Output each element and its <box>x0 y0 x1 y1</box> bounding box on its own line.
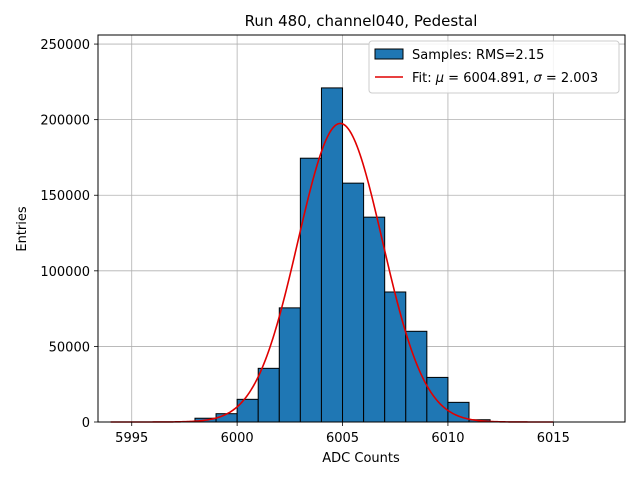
histogram-bar <box>257 367 280 423</box>
histogram-bar <box>299 157 322 423</box>
histogram-bar <box>342 182 365 423</box>
x-tick-label: 6015 <box>537 431 570 446</box>
y-tick-label: 250000 <box>40 38 90 53</box>
y-tick-label: 150000 <box>40 189 90 204</box>
x-axis-label: ADC Counts <box>322 451 400 466</box>
legend: Samples: RMS=2.15 Fit: μ = 6004.891, σ = … <box>368 40 620 94</box>
histogram-bar <box>384 291 407 423</box>
x-tick-label: 6010 <box>431 431 464 446</box>
legend-swatch-samples <box>374 48 404 60</box>
x-tick-label: 6000 <box>221 431 254 446</box>
legend-label-fit-part: = 2.003 <box>542 71 598 86</box>
y-tick-label: 0 <box>82 416 90 431</box>
x-tick-label: 6005 <box>326 431 359 446</box>
legend-label-fit: Fit: μ = 6004.891, σ = 2.003 <box>412 71 598 86</box>
x-tick-label: 5995 <box>115 431 148 446</box>
histogram-bars <box>194 87 491 423</box>
y-tick-label: 50000 <box>49 340 90 355</box>
legend-label-fit-part: μ <box>435 71 444 86</box>
y-tick-label: 100000 <box>40 265 90 280</box>
legend-frame <box>368 40 620 94</box>
histogram-bar <box>363 216 386 423</box>
legend-label-fit-part: σ <box>534 71 543 86</box>
x-axis: 5995 6000 6005 6010 6015 <box>115 422 570 446</box>
plot-area-frame <box>97 34 626 423</box>
y-axis-label: Entries <box>15 206 30 252</box>
histogram-bar <box>278 307 301 423</box>
y-axis: 0 50000 100000 150000 200000 250000 <box>40 38 98 431</box>
legend-label-fit-part: = 6004.891, <box>444 71 533 86</box>
legend-label-fit-part: Fit: <box>412 71 436 86</box>
chart-title: Run 480, channel040, Pedestal <box>245 12 478 30</box>
legend-label-samples: Samples: RMS=2.15 <box>412 48 544 63</box>
y-tick-label: 200000 <box>40 114 90 129</box>
histogram-bar <box>320 87 344 423</box>
